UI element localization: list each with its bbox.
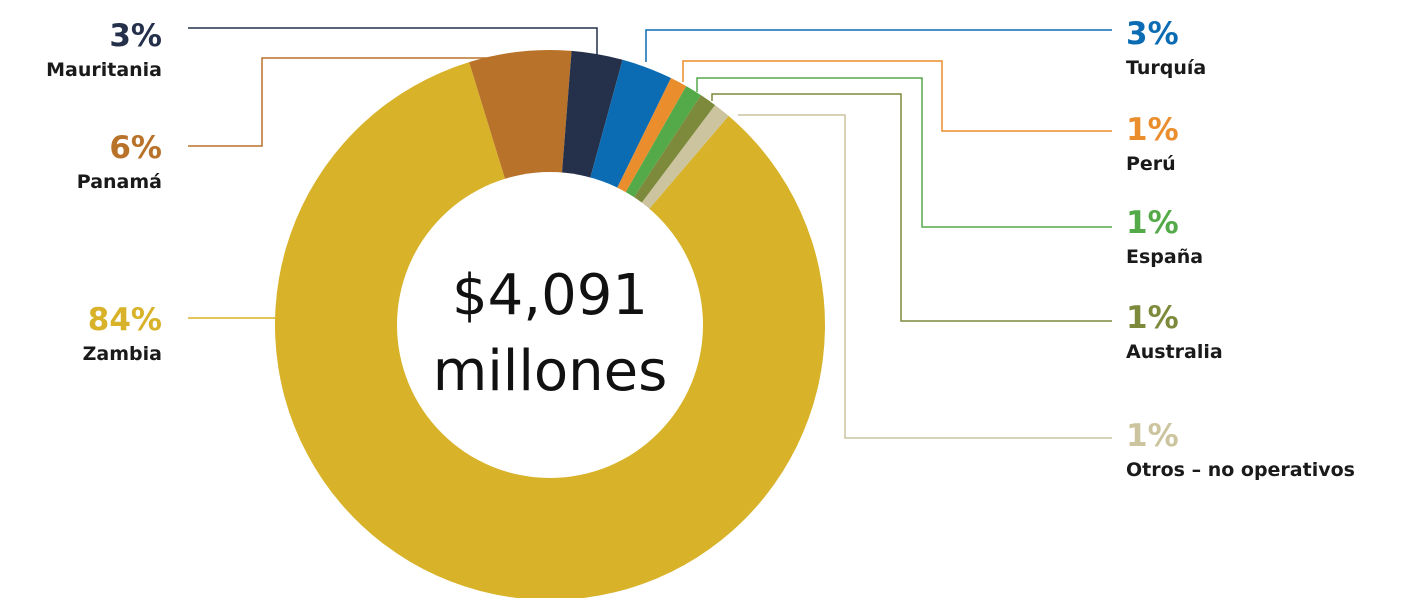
percent-label-zambia: 84% (88, 302, 162, 338)
percent-label-otros-no-operativos: 1% (1126, 418, 1179, 454)
center-unit: millones (433, 339, 668, 404)
name-label-per-: Perú (1126, 153, 1176, 175)
donut-hole (397, 172, 703, 478)
name-label-zambia: Zambia (83, 343, 162, 365)
leader-line-australia (711, 93, 1112, 322)
leader-line-otros-no-operativos (738, 114, 1112, 439)
name-label-panam-: Panamá (77, 171, 162, 193)
name-label-otros-no-operativos: Otros – no operativos (1126, 459, 1355, 481)
leader-line-per- (682, 60, 1112, 132)
percent-label-espa-a: 1% (1126, 205, 1179, 241)
name-label-mauritania: Mauritania (46, 59, 162, 81)
name-label-espa-a: España (1126, 246, 1203, 268)
leader-line-panam- (188, 57, 505, 147)
percent-label-per-: 1% (1126, 112, 1179, 148)
slice-labels: 84% Zambia 6% Panamá 3% Mauritania 3% Turquía 1%… (46, 16, 1355, 481)
center-value: $4,091 (452, 263, 648, 328)
leader-line-mauritania (188, 27, 598, 55)
name-label-turqu-a: Turquía (1126, 57, 1206, 79)
leader-lines (188, 27, 1112, 439)
leader-line-espa-a (696, 77, 1112, 228)
leader-line-turqu-a (645, 29, 1112, 62)
percent-label-panam-: 6% (109, 130, 162, 166)
percent-label-australia: 1% (1126, 300, 1179, 336)
name-label-australia: Australia (1126, 341, 1223, 363)
percent-label-mauritania: 3% (109, 18, 162, 54)
percent-label-turqu-a: 3% (1126, 16, 1179, 52)
